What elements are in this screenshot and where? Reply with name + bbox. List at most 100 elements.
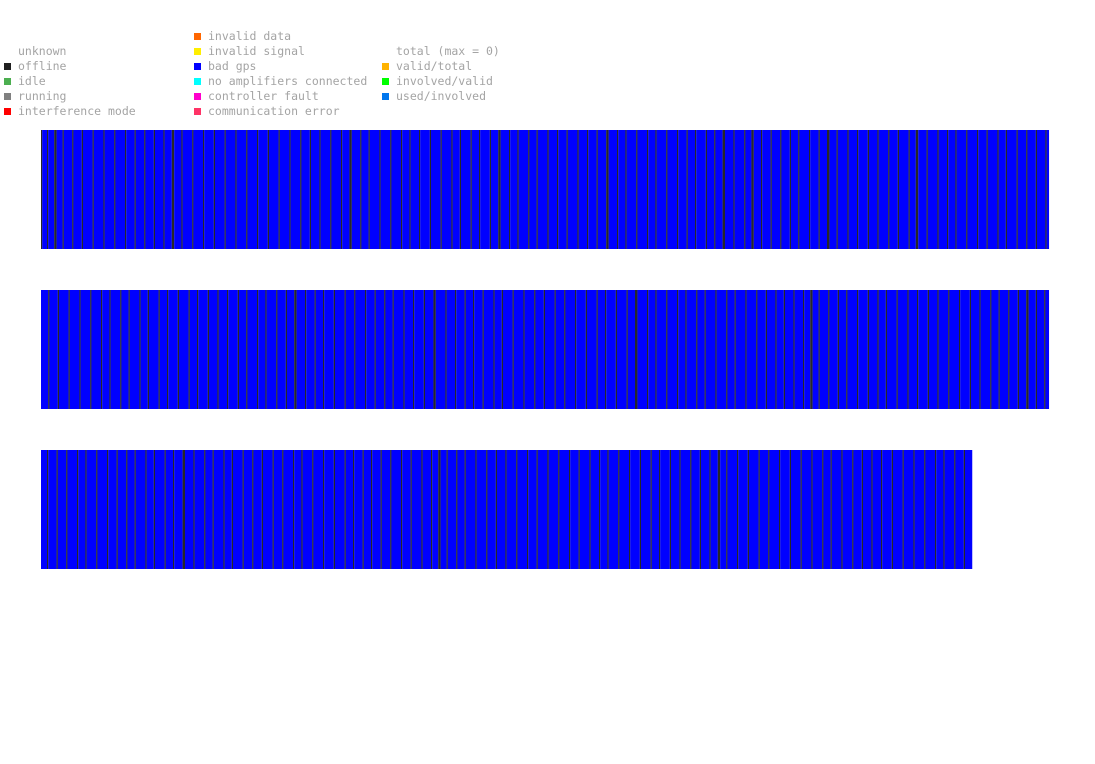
bad-gps-segment: [903, 450, 914, 569]
offline-segment: [907, 290, 909, 409]
offline-segment: [564, 290, 566, 409]
offline-segment: [902, 450, 904, 569]
offline-segment: [92, 130, 94, 249]
bad-gps-segment: [447, 450, 457, 569]
legend-label: used/involved: [396, 89, 487, 103]
bad-gps-segment: [537, 130, 548, 249]
offline-segment: [765, 290, 768, 409]
bad-gps-segment: [791, 450, 801, 569]
offline-segment: [830, 450, 832, 569]
bad-gps-segment: [847, 290, 858, 409]
offline-segment: [451, 130, 453, 249]
bad-gps-segment: [236, 130, 247, 249]
bad-gps-segment: [381, 450, 391, 569]
offline-segment: [390, 130, 392, 249]
offline-segment: [867, 290, 870, 409]
bad-gps-segment: [548, 450, 559, 569]
bad-gps-segment: [155, 130, 164, 249]
bad-gps-segment: [956, 130, 967, 249]
offline-segment: [798, 130, 800, 249]
legend-item: offline: [4, 59, 66, 74]
bad-gps-segment: [753, 130, 762, 249]
offline-segment: [330, 130, 332, 249]
bad-gps-segment: [351, 130, 361, 249]
bad-gps-segment: [213, 450, 224, 569]
offline-segment: [158, 290, 160, 409]
legend-swatch: [194, 78, 201, 85]
legend-swatch: [194, 63, 201, 70]
bad-gps-segment: [812, 450, 823, 569]
offline-segment: [927, 290, 930, 409]
bad-gps-segment: [914, 450, 925, 569]
bad-gps-segment: [686, 290, 697, 409]
offline-segment: [79, 290, 81, 409]
bad-gps-segment: [641, 450, 651, 569]
offline-segment: [756, 290, 758, 409]
offline-segment: [319, 130, 321, 249]
bad-gps-segment: [247, 130, 258, 249]
offline-segment: [197, 290, 199, 409]
bad-gps-segment: [354, 450, 363, 569]
bad-gps-segment: [1027, 130, 1036, 249]
offline-segment: [242, 450, 244, 569]
offline-segment: [828, 290, 830, 409]
bad-gps-segment: [908, 290, 918, 409]
bad-gps-segment: [978, 130, 987, 249]
bad-gps-segment: [678, 290, 686, 409]
legend-swatch: [4, 93, 11, 100]
bad-gps-segment: [524, 290, 535, 409]
bad-gps-segment: [294, 450, 302, 569]
bad-gps-segment: [63, 130, 73, 249]
offline-segment: [1044, 290, 1046, 409]
legend-swatch: [194, 48, 201, 55]
legend-item: communication error: [194, 104, 340, 119]
offline-segment: [212, 450, 214, 569]
offline-segment: [625, 130, 627, 249]
bad-gps-segment: [927, 130, 938, 249]
legend-item: invalid signal: [194, 44, 305, 59]
offline-segment: [1045, 130, 1047, 249]
offline-segment: [456, 450, 458, 569]
bad-gps-segment: [804, 290, 811, 409]
offline-segment: [770, 130, 772, 249]
bad-gps-segment: [869, 130, 878, 249]
bad-gps-segment: [1007, 130, 1017, 249]
bad-gps-segment: [57, 450, 67, 569]
bad-gps-segment: [243, 450, 253, 569]
bad-gps-segment: [435, 290, 446, 409]
bad-gps-segment: [701, 450, 710, 569]
offline-segment: [877, 130, 879, 249]
bad-gps-segment: [168, 290, 178, 409]
offline-segment: [837, 290, 840, 409]
offline-segment: [173, 450, 175, 569]
offline-segment: [733, 130, 735, 249]
bad-gps-segment: [215, 130, 225, 249]
offline-segment: [333, 290, 336, 409]
bad-gps-segment: [104, 130, 115, 249]
bad-gps-segment: [375, 290, 385, 409]
offline-segment: [66, 450, 68, 569]
offline-segment: [464, 450, 466, 569]
bad-gps-segment: [759, 450, 769, 569]
bad-gps-segment: [108, 450, 117, 569]
offline-segment: [261, 450, 264, 569]
offline-segment: [963, 450, 966, 569]
offline-segment: [501, 290, 504, 409]
bad-gps-segment: [159, 290, 168, 409]
bad-gps-segment: [725, 130, 734, 249]
bad-gps-segment: [691, 450, 700, 569]
offline-segment: [495, 450, 498, 569]
offline-segment: [679, 450, 681, 569]
legend-item: total (max = 0): [382, 44, 500, 59]
offline-segment: [459, 130, 462, 249]
offline-segment: [877, 290, 879, 409]
bad-gps-segment: [716, 290, 727, 409]
offline-segment: [704, 290, 706, 409]
legend-item: invalid data: [194, 29, 291, 44]
offline-segment: [107, 450, 109, 569]
offline-segment: [128, 290, 130, 409]
offline-segment: [1035, 130, 1038, 249]
offline-segment: [618, 450, 620, 569]
bad-gps-segment: [41, 450, 48, 569]
bad-gps-segment: [720, 450, 727, 569]
